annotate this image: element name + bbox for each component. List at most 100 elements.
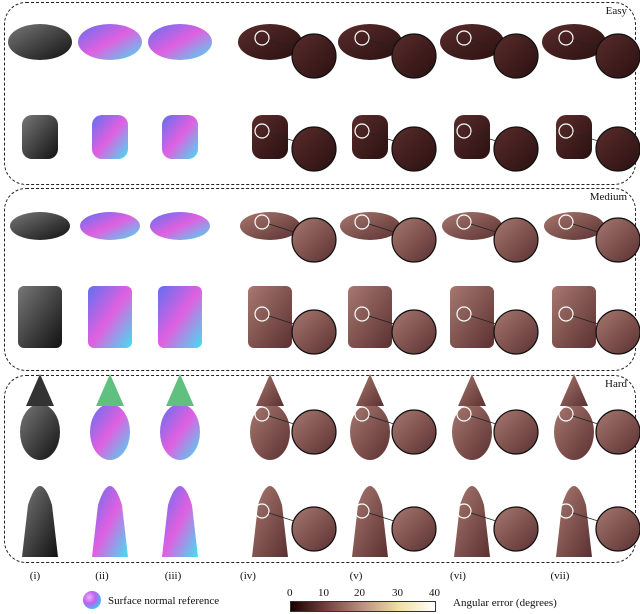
robot-col6-zoom-ring xyxy=(456,123,472,139)
statue-col3 xyxy=(162,486,198,557)
fish-col3 xyxy=(148,24,212,60)
column-label-ii: (ii) xyxy=(95,570,109,582)
column-label-v: (v) xyxy=(349,570,363,582)
bird-col4-zoom-inset xyxy=(291,217,337,263)
normal-reference-label: Surface normal reference xyxy=(108,595,220,607)
robot-col2 xyxy=(92,115,128,159)
chair-col5-zoom-inset xyxy=(391,309,437,355)
robot-col4 xyxy=(252,115,288,159)
robot-col7-zoom-inset xyxy=(595,126,640,172)
robot-col5-zoom-inset xyxy=(391,126,437,172)
chair-col6-zoom-inset xyxy=(493,309,539,355)
bird-col6 xyxy=(442,212,502,240)
statue-col7 xyxy=(556,486,592,557)
robot-col7-zoom-line xyxy=(572,132,599,142)
bird-col4-zoom-ring xyxy=(254,214,270,230)
robot-col6-zoom-line xyxy=(470,132,497,142)
pineapple-col5-zoom-line xyxy=(368,415,395,425)
statue-col4-zoom-line xyxy=(268,512,295,522)
bird-col5 xyxy=(340,212,400,240)
chair-col7-zoom-inset xyxy=(595,309,640,355)
chair-col4-zoom-ring xyxy=(254,306,270,322)
fish-col4-zoom-line xyxy=(268,39,295,49)
colorbar-tick-30: 30 xyxy=(392,587,403,599)
fish-col5-zoom-line xyxy=(368,39,395,49)
pineapple-col7-zoom-ring xyxy=(558,406,574,422)
bird-col3 xyxy=(150,212,210,240)
fish-col5-zoom-ring xyxy=(354,30,370,46)
bird-col7-zoom-inset xyxy=(595,217,640,263)
statue-col5 xyxy=(352,486,388,557)
pineapple-col4 xyxy=(250,404,290,460)
fish-col6-zoom-line xyxy=(470,39,497,49)
robot-col4-zoom-inset xyxy=(291,126,337,172)
fish-col4 xyxy=(238,24,302,60)
pineapple-col5 xyxy=(350,404,390,460)
chair-col4-zoom-line xyxy=(268,315,295,325)
chair-col7-zoom-ring xyxy=(558,306,574,322)
fish-col7 xyxy=(542,24,606,60)
colorbar-tick-0: 0 xyxy=(287,587,293,599)
chair-col5-zoom-line xyxy=(368,315,395,325)
pineapple-col1-leaves xyxy=(26,374,54,406)
chair-col4-zoom-inset xyxy=(291,309,337,355)
pineapple-col6-zoom-ring xyxy=(456,406,472,422)
colorbar-tick-40: 40 xyxy=(429,587,440,599)
chair-col1 xyxy=(18,286,62,348)
pineapple-col1 xyxy=(20,404,60,460)
fish-col1 xyxy=(8,24,72,60)
column-label-i: (i) xyxy=(29,570,41,582)
robot-col6-zoom-inset xyxy=(493,126,539,172)
statue-col5-zoom-line xyxy=(368,512,395,522)
fish-col6 xyxy=(440,24,504,60)
statue-col7-zoom-line xyxy=(572,512,599,522)
pineapple-col4-zoom-ring xyxy=(254,406,270,422)
pineapple-col5-leaves xyxy=(356,374,384,406)
medium-panel: Medium xyxy=(4,188,636,371)
pineapple-col7-leaves xyxy=(560,374,588,406)
pineapple-col6-zoom-line xyxy=(470,415,497,425)
colorbar-tick-10: 10 xyxy=(318,587,329,599)
statue-col5-zoom-ring xyxy=(354,503,370,519)
bird-col4-zoom-line xyxy=(268,223,295,233)
robot-col5 xyxy=(352,115,388,159)
column-label-iv: (iv) xyxy=(240,570,256,582)
bird-col6-zoom-line xyxy=(470,223,497,233)
bird-col7 xyxy=(544,212,604,240)
statue-col4-zoom-inset xyxy=(291,506,337,552)
robot-col4-zoom-line xyxy=(268,132,295,142)
bird-col6-zoom-ring xyxy=(456,214,472,230)
statue-col6 xyxy=(454,486,490,557)
robot-col3 xyxy=(162,115,198,159)
pineapple-col2-leaves xyxy=(96,374,124,406)
hard-panel: Hard xyxy=(4,375,636,563)
chair-col2 xyxy=(88,286,132,348)
fish-col2 xyxy=(78,24,142,60)
robot-col7 xyxy=(556,115,592,159)
pineapple-col7-zoom-inset xyxy=(595,409,640,455)
pineapple-col5-zoom-ring xyxy=(354,406,370,422)
pineapple-col2 xyxy=(90,404,130,460)
statue-col7-zoom-inset xyxy=(595,506,640,552)
chair-col6 xyxy=(450,286,494,348)
chair-col6-zoom-line xyxy=(470,315,497,325)
bird-col2 xyxy=(80,212,140,240)
fish-col4-zoom-inset xyxy=(291,33,337,79)
fish-col7-zoom-line xyxy=(572,39,599,49)
chair-col3 xyxy=(158,286,202,348)
column-label-vi: (vi) xyxy=(450,570,466,582)
fish-col5 xyxy=(338,24,402,60)
bird-col1 xyxy=(10,212,70,240)
statue-col6-zoom-inset xyxy=(493,506,539,552)
bird-col5-zoom-inset xyxy=(391,217,437,263)
statue-col6-zoom-ring xyxy=(456,503,472,519)
pineapple-col4-leaves xyxy=(256,374,284,406)
colorbar xyxy=(290,601,436,612)
column-label-iii: (iii) xyxy=(164,570,182,582)
bird-col5-zoom-ring xyxy=(354,214,370,230)
chair-col6-zoom-ring xyxy=(456,306,472,322)
fish-col5-zoom-inset xyxy=(391,33,437,79)
statue-col6-zoom-line xyxy=(470,512,497,522)
colorbar-tick-20: 20 xyxy=(354,587,365,599)
